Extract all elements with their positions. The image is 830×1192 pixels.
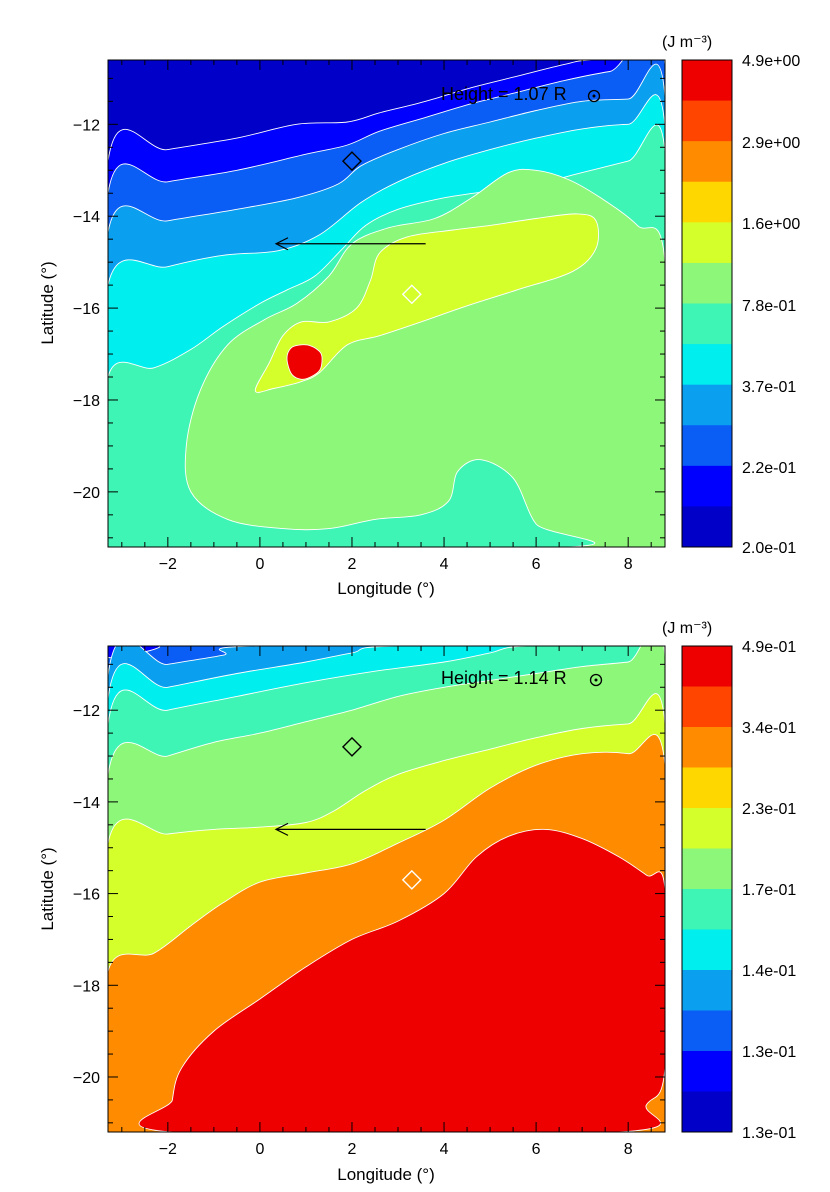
x-tick-label: −2 (159, 1141, 177, 1158)
x-tick-label: 2 (348, 1141, 357, 1158)
colorbar-level: 7.8e-01 (742, 298, 796, 315)
colorbar-level: 4.9e+00 (742, 53, 800, 70)
x-axis-label: Longitude (°) (337, 1165, 435, 1184)
colorbar-swatch (682, 767, 732, 809)
y-axis-label: Latitude (°) (38, 847, 57, 930)
colorbar-level: 2.3e-01 (742, 801, 796, 818)
colorbar: (J m⁻³) 4.9e+00 2.9e+00 1.6e+00 7.8e-01 … (662, 34, 800, 557)
diamond-marker (341, 151, 362, 172)
y-tick-label: −16 (73, 301, 100, 318)
height-annotation: Height = 1.14 R (441, 668, 567, 688)
colorbar-swatch (682, 727, 732, 768)
height-annotation: Height = 1.07 R (441, 84, 567, 104)
contour-region (138, 828, 665, 1132)
colorbar-level: 4.9e-01 (742, 639, 796, 656)
colorbar-level: 1.4e-01 (742, 963, 796, 980)
x-tick-label: 0 (255, 556, 264, 573)
colorbar-level: 2.0e-01 (742, 540, 796, 557)
colorbar-swatch (682, 646, 732, 687)
colorbar-swatch (682, 506, 732, 548)
x-tick-label: 0 (255, 1141, 264, 1158)
contour-fill (108, 60, 665, 547)
colorbar-swatch (682, 970, 732, 1011)
colorbar-swatch (682, 222, 732, 264)
arrow-head (274, 822, 289, 836)
x-tick-label: 4 (440, 1141, 449, 1158)
colorbar-level: 2.9e+00 (742, 135, 800, 152)
x-tick-label: 8 (624, 556, 633, 573)
colorbar-unit: (J m⁻³) (662, 34, 712, 51)
y-tick-label: −18 (73, 393, 100, 410)
colorbar-swatch (682, 465, 732, 507)
colorbar-swatch (682, 889, 732, 930)
colorbar-level: 2.2e-01 (742, 460, 796, 477)
colorbar-swatch (682, 303, 732, 345)
colorbar-unit: (J m⁻³) (662, 620, 712, 637)
colorbar-swatch (682, 848, 732, 890)
y-tick-label: −12 (73, 117, 100, 134)
colorbar-level: 3.4e-01 (742, 720, 796, 737)
x-axis-label: Longitude (°) (337, 579, 435, 598)
y-tick-label: −18 (73, 978, 100, 995)
colorbar-level: 3.7e-01 (742, 379, 796, 396)
diamond-marker (401, 284, 422, 305)
axis-ticks: −2 0 2 4 6 8−12−14−16−18−20 (73, 646, 665, 1158)
y-tick-label: −20 (73, 1070, 100, 1087)
plot-frame (107, 645, 666, 1133)
y-tick-label: −14 (73, 209, 100, 226)
colorbar-swatch (682, 1051, 732, 1092)
colorbar-swatch (682, 425, 732, 467)
x-tick-label: 4 (440, 556, 449, 573)
y-tick-label: −14 (73, 795, 100, 812)
colorbar-frame (681, 59, 733, 548)
contour-fill (108, 646, 665, 1132)
colorbar-level: 1.3e-01 (742, 1125, 796, 1142)
colorbar-swatch (682, 344, 732, 386)
sun-symbol-icon (589, 673, 603, 687)
y-tick-label: −20 (73, 485, 100, 502)
arrow-head (274, 237, 289, 251)
colorbar-swatches (682, 646, 732, 1133)
diamond-marker (341, 736, 362, 757)
colorbar-level: 1.6e+00 (742, 216, 800, 233)
colorbar-swatch (682, 181, 732, 223)
colorbar-swatch (682, 686, 732, 728)
x-tick-label: 2 (348, 556, 357, 573)
panel-2: −2 0 2 4 6 8−12−14−16−18−20 Height = 1.14 R L… (38, 620, 796, 1184)
colorbar-swatch (682, 929, 732, 971)
plot-marks (274, 151, 426, 305)
colorbar-level: 1.3e-01 (742, 1044, 796, 1061)
colorbar-swatch (682, 1010, 732, 1052)
colorbar-swatch (682, 141, 732, 183)
y-tick-label: −16 (73, 887, 100, 904)
x-tick-label: 6 (532, 1141, 541, 1158)
contour-region (254, 213, 599, 393)
colorbar-swatch (682, 100, 732, 142)
contour-region (286, 344, 323, 380)
plot-marks (274, 736, 426, 890)
colorbar: (J m⁻³) 4.9e-01 3.4e-01 2.3e-01 1.7e-01 … (662, 620, 796, 1142)
x-tick-label: 8 (624, 1141, 633, 1158)
y-tick-label: −12 (73, 703, 100, 720)
colorbar-swatches (682, 60, 732, 548)
plot-frame (107, 59, 666, 548)
colorbar-swatch (682, 384, 732, 426)
panel-1: −2 0 2 4 6 8−12−14−16−18−20 Height = 1.07 R L… (38, 34, 800, 598)
colorbar-swatch (682, 60, 732, 102)
x-tick-label: −2 (159, 556, 177, 573)
colorbar-swatch (682, 1091, 732, 1133)
colorbar-level: 1.7e-01 (742, 882, 796, 899)
axis-ticks: −2 0 2 4 6 8−12−14−16−18−20 (73, 60, 665, 573)
x-tick-label: 6 (532, 556, 541, 573)
colorbar-swatch (682, 262, 732, 304)
diamond-marker (401, 869, 422, 890)
y-axis-label: Latitude (°) (38, 261, 57, 344)
sun-symbol-icon (587, 89, 601, 103)
colorbar-swatch (682, 808, 732, 849)
colorbar-frame (681, 645, 733, 1133)
